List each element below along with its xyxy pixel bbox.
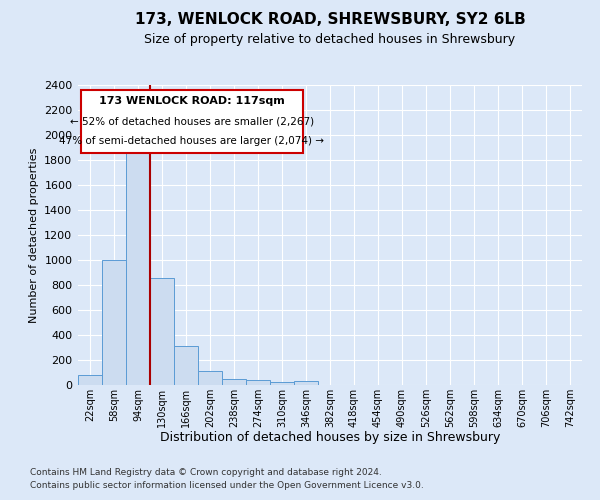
Text: 47% of semi-detached houses are larger (2,074) →: 47% of semi-detached houses are larger (… <box>59 136 325 146</box>
Y-axis label: Number of detached properties: Number of detached properties <box>29 148 38 322</box>
Text: 173, WENLOCK ROAD, SHREWSBURY, SY2 6LB: 173, WENLOCK ROAD, SHREWSBURY, SY2 6LB <box>134 12 526 28</box>
Text: Contains HM Land Registry data © Crown copyright and database right 2024.: Contains HM Land Registry data © Crown c… <box>30 468 382 477</box>
Text: Size of property relative to detached houses in Shrewsbury: Size of property relative to detached ho… <box>145 32 515 46</box>
Text: Distribution of detached houses by size in Shrewsbury: Distribution of detached houses by size … <box>160 431 500 444</box>
Bar <box>150 278 174 385</box>
Text: Contains public sector information licensed under the Open Government Licence v3: Contains public sector information licen… <box>30 482 424 490</box>
Bar <box>222 379 246 385</box>
Bar <box>198 371 222 385</box>
Text: ← 52% of detached houses are smaller (2,267): ← 52% of detached houses are smaller (2,… <box>70 116 314 126</box>
Bar <box>294 381 318 385</box>
Bar <box>270 382 294 385</box>
Bar <box>78 375 102 385</box>
Bar <box>126 148 150 385</box>
Bar <box>174 346 198 385</box>
Bar <box>102 260 126 385</box>
Text: 173 WENLOCK ROAD: 117sqm: 173 WENLOCK ROAD: 117sqm <box>99 96 285 106</box>
Bar <box>246 380 270 385</box>
